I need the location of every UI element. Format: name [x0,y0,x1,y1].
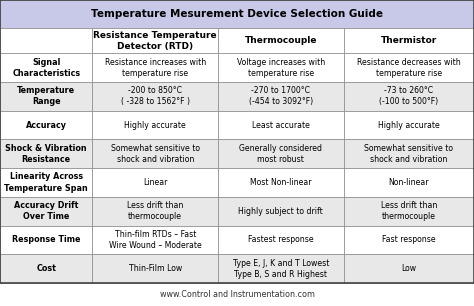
Text: -200 to 850°C
( -328 to 1562°F ): -200 to 850°C ( -328 to 1562°F ) [121,86,190,106]
Text: Thermocouple: Thermocouple [245,36,317,45]
Text: Signal
Characteristics: Signal Characteristics [12,58,80,78]
Bar [92,168,218,197]
Bar [0,111,92,140]
Bar [0,140,92,168]
Text: Temperature
Range: Temperature Range [17,86,75,106]
Text: Somewhat sensitive to
shock and vibration: Somewhat sensitive to shock and vibratio… [111,144,200,164]
Bar [0,226,92,254]
Text: Highly accurate: Highly accurate [378,121,440,129]
Text: Thin-Film Low: Thin-Film Low [128,264,182,273]
Bar [92,254,218,283]
Text: Accuracy Drift
Over Time: Accuracy Drift Over Time [14,201,78,221]
Text: Least accurate: Least accurate [252,121,310,129]
Text: Resistance Temperature
Detector (RTD): Resistance Temperature Detector (RTD) [93,31,217,51]
Text: Voltage increases with
temperature rise: Voltage increases with temperature rise [237,58,325,78]
Bar [344,168,474,197]
Bar [218,140,344,168]
Text: Fastest response: Fastest response [248,235,314,244]
Bar [92,53,218,82]
Bar [344,226,474,254]
Text: Linearity Across
Temperature Span: Linearity Across Temperature Span [4,173,88,192]
Bar [218,197,344,226]
Bar [0,82,92,111]
Text: Cost: Cost [36,264,56,273]
Bar [218,53,344,82]
Bar [92,28,218,53]
Bar [218,226,344,254]
Text: Temperature Mesurement Device Selection Guide: Temperature Mesurement Device Selection … [91,9,383,19]
Bar [218,168,344,197]
Bar [0,168,92,197]
Bar [218,111,344,140]
Bar [92,82,218,111]
Text: Highly subject to drift: Highly subject to drift [238,207,323,216]
Text: Thermistor: Thermistor [381,36,437,45]
Text: Type E, J, K and T Lowest
Type B, S and R Highest: Type E, J, K and T Lowest Type B, S and … [233,259,329,279]
Bar [344,254,474,283]
Bar [92,226,218,254]
Bar [0,53,92,82]
Text: Non-linear: Non-linear [389,178,429,187]
Text: Linear: Linear [143,178,167,187]
Text: Somewhat sensitive to
shock and vibration: Somewhat sensitive to shock and vibratio… [365,144,453,164]
Bar [344,111,474,140]
Bar [344,82,474,111]
Text: Less drift than
thermocouple: Less drift than thermocouple [381,201,437,221]
Text: www.Control and Instrumentation.com: www.Control and Instrumentation.com [159,290,315,299]
Bar [0,197,92,226]
Bar [344,53,474,82]
Bar [0,0,474,28]
Text: -270 to 1700°C
(-454 to 3092°F): -270 to 1700°C (-454 to 3092°F) [249,86,313,106]
Text: Highly accurate: Highly accurate [124,121,186,129]
Bar [218,28,344,53]
Text: Resistance decreases with
temperature rise: Resistance decreases with temperature ri… [357,58,461,78]
Text: -73 to 260°C
(-100 to 500°F): -73 to 260°C (-100 to 500°F) [379,86,438,106]
Text: Accuracy: Accuracy [26,121,67,129]
Bar [218,254,344,283]
Bar [218,82,344,111]
Text: Fast response: Fast response [382,235,436,244]
Bar [344,197,474,226]
Bar [92,197,218,226]
Text: Response Time: Response Time [12,235,81,244]
Text: Generally considered
most robust: Generally considered most robust [239,144,322,164]
Bar [344,28,474,53]
Text: Thin-film RTDs – Fast
Wire Wound – Moderate: Thin-film RTDs – Fast Wire Wound – Moder… [109,230,201,250]
Bar [92,140,218,168]
Text: Low: Low [401,264,416,273]
Text: Shock & Vibration
Resistance: Shock & Vibration Resistance [5,144,87,164]
Bar [92,111,218,140]
Bar [344,140,474,168]
Bar [0,28,92,53]
Text: Less drift than
thermocouple: Less drift than thermocouple [127,201,183,221]
Bar [0,254,92,283]
Text: Resistance increases with
temperature rise: Resistance increases with temperature ri… [105,58,206,78]
Text: Most Non-linear: Most Non-linear [250,178,311,187]
